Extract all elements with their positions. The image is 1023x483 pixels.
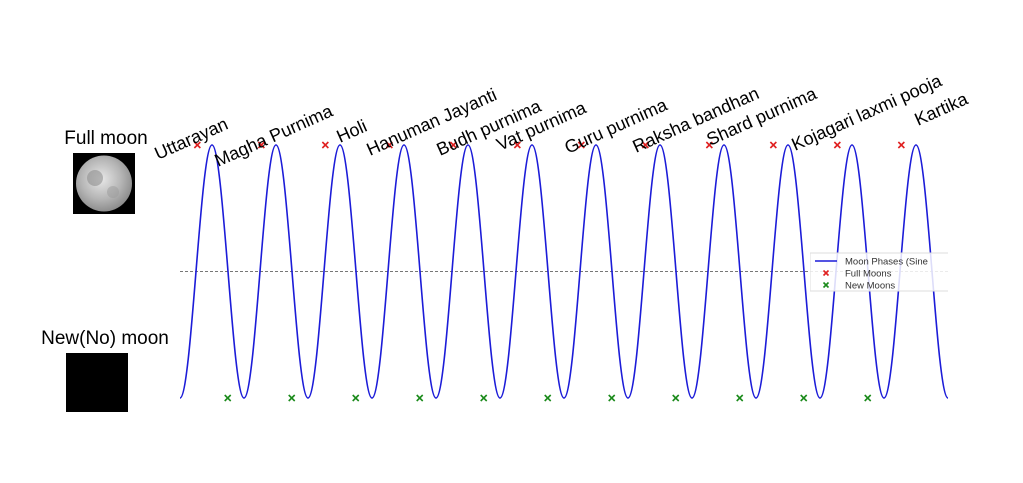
point xyxy=(736,394,744,402)
marker-stroke xyxy=(513,141,521,149)
legend-swatch xyxy=(822,269,830,277)
moon-crater xyxy=(107,186,119,198)
point xyxy=(352,394,360,402)
point xyxy=(897,141,905,149)
legend-box xyxy=(810,252,948,292)
marker-stroke xyxy=(480,394,488,402)
point xyxy=(800,394,808,402)
point xyxy=(864,394,872,402)
point xyxy=(544,394,552,402)
marker-stroke xyxy=(800,394,808,402)
point xyxy=(480,394,488,402)
marker-stroke xyxy=(257,141,265,149)
marker-stroke xyxy=(193,141,201,149)
point xyxy=(513,141,521,149)
full-moon-label: Full moon xyxy=(64,128,147,149)
marker-stroke xyxy=(385,141,393,149)
legend-label: Full Moons xyxy=(845,269,892,280)
marker-stroke xyxy=(672,394,680,402)
marker-stroke xyxy=(544,394,552,402)
marker-stroke xyxy=(224,394,232,402)
marker-stroke xyxy=(864,394,872,402)
marker-stroke xyxy=(897,141,905,149)
legend-label: New Moons xyxy=(845,281,895,292)
marker-stroke xyxy=(577,141,585,149)
marker-stroke xyxy=(833,141,841,149)
annotation: Magha Purnima xyxy=(211,100,336,170)
point xyxy=(705,141,713,149)
legend-swatch xyxy=(822,281,830,289)
moon-disc xyxy=(76,155,132,212)
point xyxy=(321,141,329,149)
point xyxy=(449,141,457,149)
point xyxy=(608,394,616,402)
point xyxy=(193,141,201,149)
point xyxy=(641,141,649,149)
point xyxy=(672,394,680,402)
marker-stroke xyxy=(705,141,713,149)
marker-stroke xyxy=(449,141,457,149)
marker-stroke xyxy=(288,394,296,402)
point xyxy=(416,394,424,402)
legend-label: Moon Phases (Sine xyxy=(845,257,928,268)
new-moon-label: New(No) moon xyxy=(41,328,169,349)
new-moon-image xyxy=(66,353,128,412)
point xyxy=(577,141,585,149)
point xyxy=(385,141,393,149)
point xyxy=(833,141,841,149)
marker-stroke xyxy=(822,269,830,277)
marker-stroke xyxy=(608,394,616,402)
marker-stroke xyxy=(641,141,649,149)
marker-stroke xyxy=(352,394,360,402)
marker-stroke xyxy=(769,141,777,149)
marker-stroke xyxy=(321,141,329,149)
point xyxy=(257,141,265,149)
marker-stroke xyxy=(416,394,424,402)
point xyxy=(288,394,296,402)
moon-crater xyxy=(87,170,103,186)
line xyxy=(179,144,949,399)
point xyxy=(224,394,232,402)
point xyxy=(769,141,777,149)
marker-stroke xyxy=(736,394,744,402)
marker-stroke xyxy=(822,281,830,289)
